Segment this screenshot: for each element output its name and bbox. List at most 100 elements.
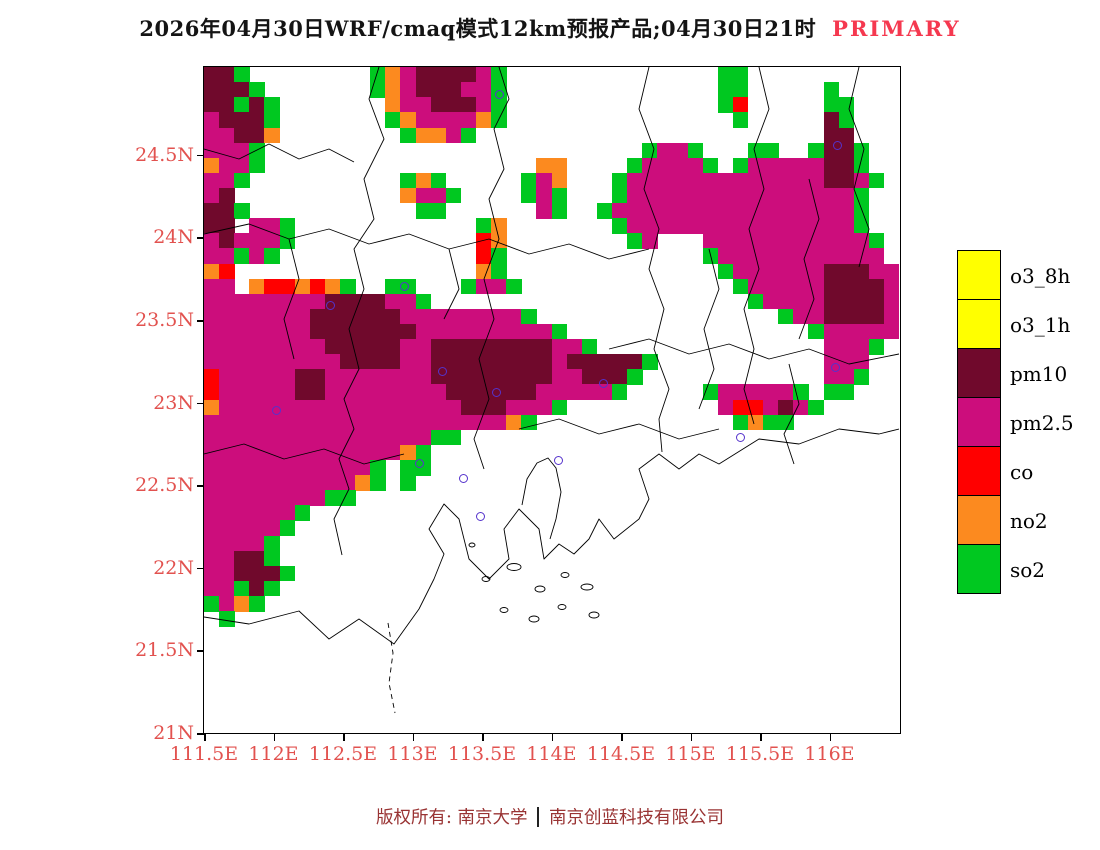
legend-swatch [957, 347, 1001, 398]
grid-cell [778, 278, 794, 295]
grid-cell [355, 339, 371, 355]
grid-cell [370, 475, 386, 491]
grid-cell [234, 565, 250, 582]
grid-cell [778, 233, 794, 249]
grid-cell [294, 278, 311, 295]
grid-cell [536, 157, 552, 174]
grid-cell [249, 565, 265, 582]
grid-cell [445, 67, 462, 83]
grid-cell [249, 354, 265, 370]
grid-cell [506, 414, 522, 431]
legend-item: o3_1h [957, 298, 1074, 349]
grid-cell [294, 399, 311, 416]
grid-cell [732, 263, 749, 280]
boundary-line [783, 363, 800, 465]
grid-cell [551, 172, 568, 189]
grid-cell [491, 233, 507, 249]
grid-cell [642, 187, 658, 204]
grid-cell [838, 218, 855, 234]
lon-tick [551, 734, 554, 741]
grid-cell [385, 293, 401, 310]
grid-cell [506, 354, 522, 370]
grid-cell [219, 475, 235, 491]
grid-cell [415, 384, 432, 400]
grid-cell [763, 414, 779, 431]
grid-cell [219, 157, 235, 174]
grid-cell [566, 339, 583, 355]
lat-tick [197, 485, 204, 487]
grid-cell [400, 97, 416, 113]
grid-cell [415, 293, 432, 310]
grid-cell [279, 293, 296, 310]
grid-cell [732, 399, 749, 416]
grid-cell [264, 339, 280, 355]
grid-cell [672, 203, 688, 219]
legend-label: no2 [1010, 508, 1048, 533]
grid-cell [234, 580, 250, 597]
grid-cell [249, 293, 265, 310]
grid-cell [793, 172, 809, 189]
grid-cell [249, 97, 265, 113]
grid-cell [672, 187, 688, 204]
grid-cell [476, 112, 492, 128]
lon-tick [343, 734, 345, 741]
grid-cell [551, 323, 568, 340]
grid-cell [219, 67, 235, 83]
footer-right: 南京创蓝科技有限公司 [548, 808, 724, 828]
grid-cell [340, 323, 356, 340]
grid-cell [249, 475, 265, 491]
grid-cell [853, 172, 870, 189]
estuary-line [521, 457, 562, 540]
station-marker [598, 378, 608, 388]
lon-tick [412, 734, 415, 741]
grid-cell [430, 399, 447, 416]
grid-cell [370, 399, 386, 416]
grid-cell [717, 263, 734, 280]
grid-cell [219, 127, 235, 144]
grid-cell [204, 565, 220, 582]
grid-cell [627, 354, 643, 370]
grid-cell [385, 97, 401, 113]
grid-cell [264, 127, 280, 144]
grid-cell [309, 384, 326, 400]
grid-cell [204, 339, 220, 355]
lon-tick-label: 112.5E [308, 743, 378, 765]
grid-cell [551, 339, 568, 355]
grid-cell [445, 97, 462, 113]
island [499, 607, 509, 613]
grid-cell [853, 293, 870, 310]
grid-cell [309, 490, 326, 506]
lat-tick [197, 650, 204, 652]
lat-tick-label: 24.5N [135, 143, 194, 166]
grid-cell [445, 112, 462, 128]
grid-cell [309, 278, 326, 295]
grid-cell [324, 460, 341, 476]
grid-cell [204, 203, 220, 219]
grid-cell [219, 187, 235, 204]
grid-cell [234, 67, 250, 83]
grid-cell [476, 263, 492, 280]
grid-cell [611, 172, 628, 189]
grid-cell [476, 97, 492, 113]
grid-cell [294, 475, 311, 491]
grid-cell [793, 399, 809, 416]
grid-cell [460, 323, 477, 340]
grid-cell [400, 82, 416, 98]
grid-cell [491, 414, 507, 431]
grid-cell [521, 399, 537, 416]
grid-cell [430, 172, 447, 189]
grid-cell [445, 339, 462, 355]
grid-cell [823, 323, 840, 340]
lat-tick [197, 320, 204, 322]
grid-cell [521, 339, 537, 355]
grid-cell [219, 550, 235, 567]
grid-cell [778, 248, 794, 264]
grid-cell [234, 596, 250, 612]
grid-cell [204, 112, 220, 128]
grid-cell [823, 263, 840, 280]
grid-cell [476, 248, 492, 264]
grid-cell [415, 414, 432, 431]
grid-cell [219, 112, 235, 128]
grid-cell [415, 203, 432, 219]
grid-cell [219, 233, 235, 249]
